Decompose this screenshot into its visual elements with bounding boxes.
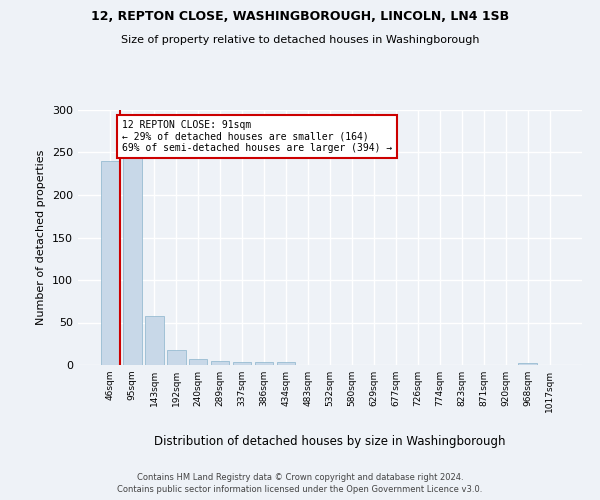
Bar: [123, 157, 142, 365]
Text: 12, REPTON CLOSE, WASHINGBOROUGH, LINCOLN, LN4 1SB: 12, REPTON CLOSE, WASHINGBOROUGH, LINCOL…: [91, 10, 509, 23]
Bar: [233, 362, 251, 365]
Bar: [189, 359, 208, 365]
Text: 12 REPTON CLOSE: 91sqm
← 29% of detached houses are smaller (164)
69% of semi-de: 12 REPTON CLOSE: 91sqm ← 29% of detached…: [122, 120, 392, 154]
Bar: [518, 364, 537, 365]
Bar: [167, 350, 185, 365]
Text: Distribution of detached houses by size in Washingborough: Distribution of detached houses by size …: [154, 435, 506, 448]
Bar: [101, 161, 119, 365]
Text: Contains HM Land Registry data © Crown copyright and database right 2024.: Contains HM Land Registry data © Crown c…: [137, 472, 463, 482]
Bar: [145, 316, 164, 365]
Bar: [277, 362, 295, 365]
Text: Size of property relative to detached houses in Washingborough: Size of property relative to detached ho…: [121, 35, 479, 45]
Bar: [255, 362, 274, 365]
Bar: [211, 361, 229, 365]
Y-axis label: Number of detached properties: Number of detached properties: [37, 150, 46, 325]
Text: Contains public sector information licensed under the Open Government Licence v3: Contains public sector information licen…: [118, 485, 482, 494]
